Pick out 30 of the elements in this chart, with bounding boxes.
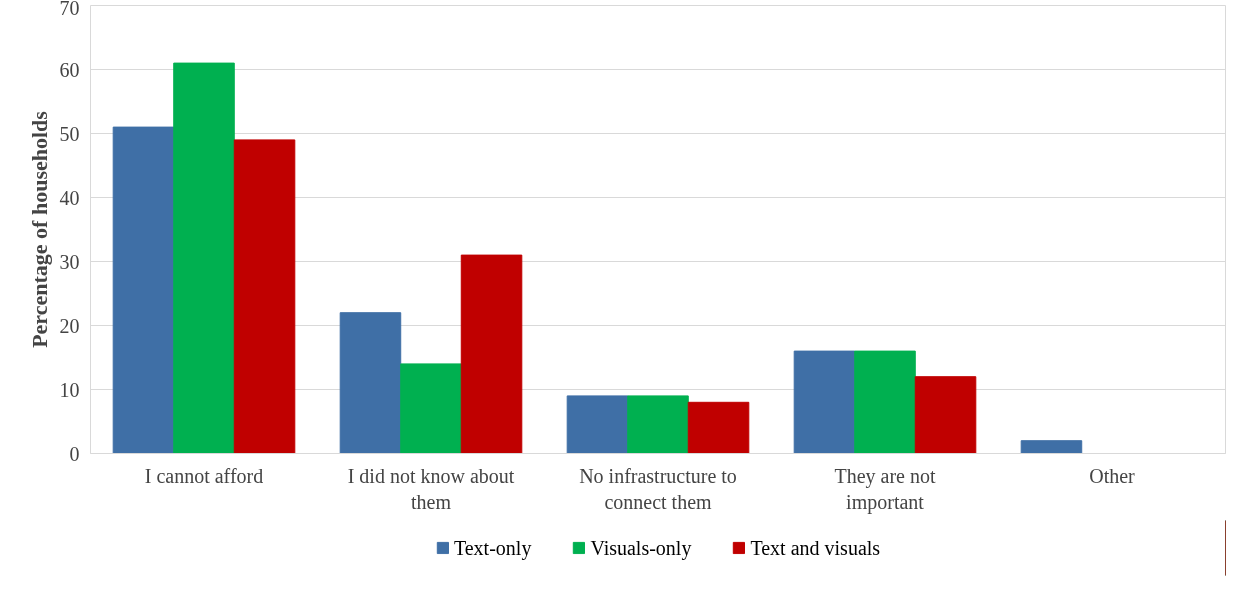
bar	[854, 350, 916, 454]
bar	[400, 363, 462, 454]
y-tick-label: 10	[59, 378, 80, 401]
y-tick-label: 60	[59, 58, 80, 81]
bar	[914, 376, 977, 454]
bar	[566, 395, 629, 454]
y-tick-label: 30	[59, 250, 80, 273]
x-tick-label: No infrastructure to connect them	[579, 464, 737, 513]
x-tick-label: They are not important	[834, 464, 936, 514]
y-axis-title: Percentage of households	[26, 110, 52, 348]
bar	[233, 139, 296, 454]
x-tick-label: I did not know about them	[347, 464, 515, 513]
legend-label: Text and visuals	[750, 536, 881, 559]
bar	[339, 312, 402, 454]
y-tick-label: 40	[59, 186, 80, 209]
y-tick-label: 70	[59, 0, 80, 19]
x-tick-label: Other	[1089, 464, 1136, 487]
bar	[460, 254, 523, 454]
legend-label: Visuals-only	[590, 536, 692, 559]
bar	[793, 350, 856, 454]
bar	[173, 62, 235, 454]
bar	[112, 126, 175, 454]
y-tick-label: 20	[59, 314, 80, 337]
bar	[1020, 440, 1083, 454]
y-tick-label: 0	[69, 442, 80, 465]
y-tick-label: 50	[59, 122, 80, 145]
bar	[687, 401, 750, 454]
legend-label: Text-only	[453, 536, 532, 559]
x-tick-label: I cannot afford	[144, 464, 264, 487]
bar	[627, 395, 689, 454]
